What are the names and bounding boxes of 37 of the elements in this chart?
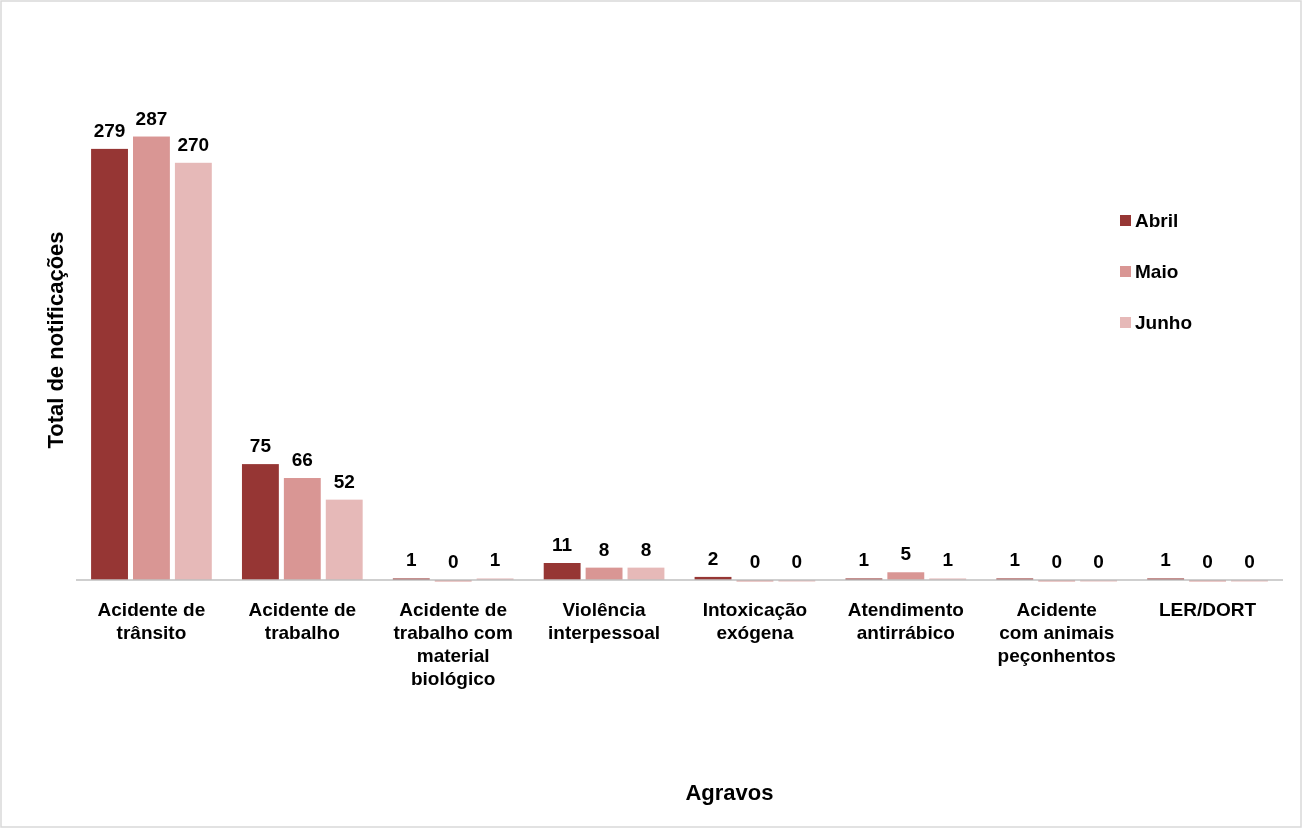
- data-label: 279: [93, 119, 126, 141]
- data-label: 0: [1093, 551, 1104, 572]
- x-tick-label: LER/DORT: [1159, 599, 1257, 620]
- data-label: 5: [900, 543, 912, 565]
- data-label: 11: [552, 534, 573, 555]
- data-label: 0: [749, 551, 761, 572]
- data-label: 0: [1202, 551, 1213, 572]
- data-label: 0: [791, 551, 803, 572]
- legend-label: Junho: [1135, 312, 1192, 333]
- x-tick-label: Intoxicação exógena: [702, 599, 808, 643]
- data-label: 287: [135, 107, 168, 129]
- data-label: 8: [640, 538, 652, 560]
- data-label: 1: [405, 549, 417, 571]
- data-label: 2: [707, 547, 719, 569]
- data-label: 1: [1160, 549, 1172, 571]
- x-axis-title: Agravos: [685, 780, 774, 805]
- data-label: 0: [1244, 551, 1255, 572]
- data-label: 8: [598, 538, 610, 560]
- x-tick-label: Atendimento antirrábico: [847, 599, 964, 643]
- x-tick-label: Acidente de trabalho com material biológico: [393, 599, 513, 689]
- data-label: 1: [942, 549, 954, 571]
- legend-label: Maio: [1135, 261, 1179, 282]
- data-label: 1: [489, 549, 501, 571]
- y-axis-title: Total de notificações: [43, 231, 68, 449]
- legend-label: Abril: [1135, 210, 1179, 231]
- data-label: 1: [1009, 549, 1021, 571]
- data-label: 0: [447, 551, 459, 572]
- x-tick-label: Violência interpessoal: [548, 599, 661, 643]
- x-tick-label: Acidente com animais peçonhentos: [997, 599, 1116, 666]
- data-label: 52: [333, 470, 355, 492]
- data-label: 1: [858, 549, 870, 571]
- x-tick-label: Acidente de trânsito: [97, 599, 206, 643]
- data-label: 66: [291, 449, 313, 471]
- x-tick-label: Acidente de trabalho: [248, 599, 357, 643]
- data-label: 270: [177, 133, 210, 155]
- data-label: 0: [1051, 551, 1062, 572]
- data-label: 75: [249, 435, 272, 457]
